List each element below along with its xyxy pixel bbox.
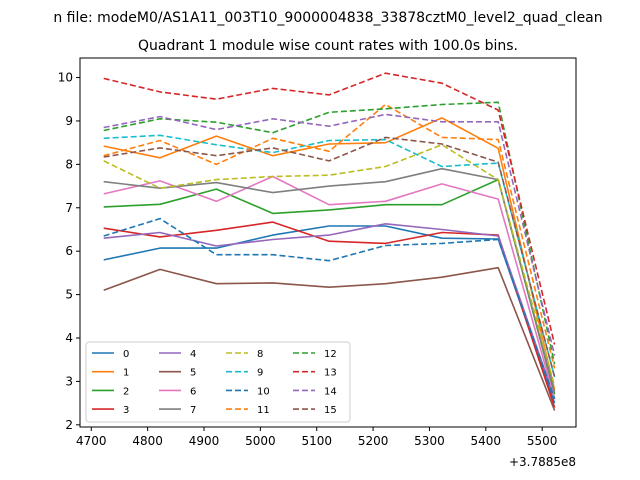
legend-label: 12	[324, 349, 337, 360]
legend-label: 13	[324, 368, 337, 379]
y-tick-label: 3	[65, 374, 73, 388]
legend-label: 14	[324, 386, 337, 397]
x-tick-label: 5200	[358, 434, 389, 448]
series-line-10	[103, 217, 556, 400]
legend-label: 9	[257, 368, 263, 379]
legend-label: 3	[123, 405, 129, 416]
series-line-12	[103, 101, 556, 365]
series-line-15	[103, 136, 556, 378]
x-tick-label: 5400	[471, 434, 502, 448]
legend-label: 15	[324, 405, 337, 416]
legend-label: 8	[257, 349, 263, 360]
chart-title: Quadrant 1 module wise count rates with …	[138, 38, 518, 54]
series-line-2	[103, 178, 556, 395]
x-tick-label: 4700	[76, 434, 107, 448]
x-tick-label: 5300	[414, 434, 445, 448]
series-layer	[103, 72, 556, 411]
x-tick-label: 5500	[527, 434, 558, 448]
series-line-11	[103, 103, 556, 369]
y-tick-label: 6	[65, 244, 73, 258]
x-axis-offset-label: +3.7885e8	[509, 455, 576, 469]
y-tick-label: 4	[65, 331, 73, 345]
legend-label: 2	[123, 386, 129, 397]
y-tick-label: 9	[65, 114, 73, 128]
series-line-0	[103, 225, 556, 404]
legend-label: 5	[190, 368, 196, 379]
x-tick-label: 5100	[301, 434, 332, 448]
series-line-7	[103, 167, 556, 393]
legend-box	[85, 341, 351, 423]
axis-ticks: 4700 4800 4900 5000 5100 5200 5300 5400 55002345…	[58, 71, 558, 448]
legend-label: 11	[257, 405, 270, 416]
y-tick-label: 8	[65, 157, 73, 171]
series-line-14	[103, 113, 556, 356]
y-tick-label: 2	[65, 418, 73, 432]
legend-label: 10	[257, 386, 270, 397]
legend-label: 1	[123, 368, 129, 379]
legend-label: 0	[123, 349, 129, 360]
y-tick-label: 7	[65, 201, 73, 215]
series-line-4	[103, 223, 556, 400]
y-tick-label: 5	[65, 288, 73, 302]
series-line-6	[103, 175, 556, 400]
x-tick-label: 4800	[132, 434, 163, 448]
series-line-13	[103, 72, 556, 345]
legend-label: 6	[190, 386, 196, 397]
x-tick-label: 5000	[245, 434, 276, 448]
legend-label: 7	[190, 405, 196, 416]
y-tick-label: 10	[58, 71, 73, 85]
x-tick-label: 4900	[189, 434, 220, 448]
figure-suptitle: n file: modeM0/AS1A11_003T10_9000004838_…	[53, 10, 602, 26]
series-line-8	[103, 144, 556, 387]
series-line-5	[103, 266, 556, 411]
series-line-9	[103, 134, 556, 378]
legend-label: 4	[190, 349, 196, 360]
